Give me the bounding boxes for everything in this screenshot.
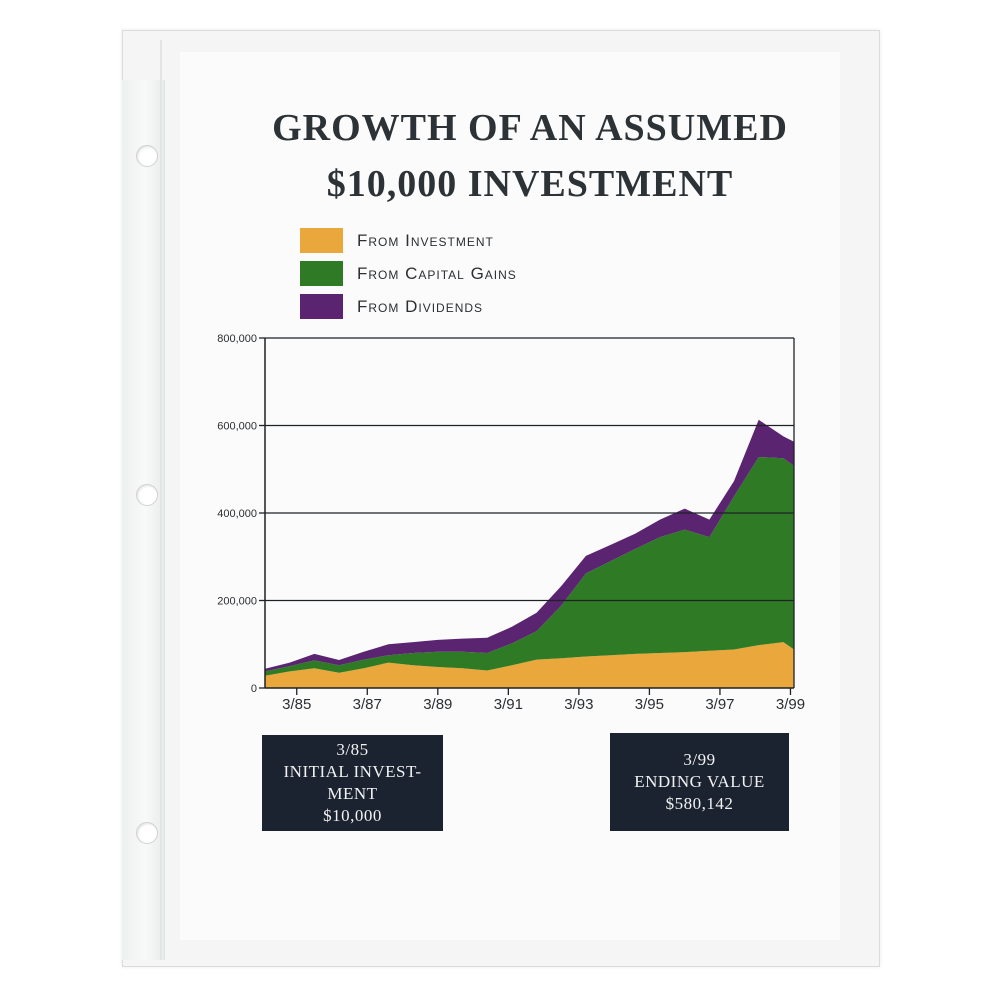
initial-investment-label-1: INITIAL INVEST-	[283, 762, 422, 781]
y-tick-label-3: 600,000	[217, 421, 257, 433]
legend-swatch-capital-gains	[300, 261, 343, 286]
legend-label-dividends: From Dividends	[357, 296, 484, 316]
x-tick-label-5: 3/95	[635, 696, 664, 713]
y-tick-label-4: 800,000	[217, 333, 257, 345]
y-tick-label-0: 0	[251, 683, 257, 695]
legend-item-dividends: From Dividends	[300, 290, 517, 323]
binding-strip	[122, 80, 165, 960]
binding-crease	[160, 40, 162, 960]
area-capital-gains	[265, 457, 794, 676]
ending-value-date: 3/99	[683, 750, 716, 769]
area-investment	[265, 642, 794, 688]
chart-title-line2: $10,000 INVESTMENT	[326, 163, 734, 205]
initial-investment-box: 3/85 INITIAL INVEST- MENT $10,000	[262, 735, 443, 831]
punch-hole-bottom	[136, 822, 158, 844]
x-tick-label-7: 3/99	[776, 696, 805, 713]
chart-title: GROWTH OF AN ASSUMED $10,000 INVESTMENT	[160, 100, 900, 212]
x-tick-label-0: 3/85	[282, 696, 311, 713]
legend-item-capital-gains: From Capital Gains	[300, 257, 517, 290]
punch-hole-middle	[136, 484, 158, 506]
initial-investment-value: $10,000	[323, 806, 382, 825]
punch-hole-top	[136, 145, 158, 167]
x-tick-label-2: 3/89	[423, 696, 452, 713]
y-tick-label-1: 200,000	[217, 596, 257, 608]
legend-label-investment: From Investment	[357, 230, 494, 250]
legend-swatch-dividends	[300, 294, 343, 319]
x-tick-label-1: 3/87	[353, 696, 382, 713]
legend-label-capital-gains: From Capital Gains	[357, 263, 517, 283]
x-tick-label-4: 3/93	[564, 696, 593, 713]
ending-value-amount: $580,142	[665, 794, 734, 813]
area-dividends	[265, 419, 794, 672]
initial-investment-date: 3/85	[336, 740, 369, 759]
ending-value-box: 3/99 ENDING VALUE $580,142	[610, 733, 789, 831]
y-tick-label-2: 400,000	[217, 508, 257, 520]
chart-legend: From Investment From Capital Gains From …	[300, 224, 517, 323]
legend-swatch-investment	[300, 228, 343, 253]
x-tick-label-6: 3/97	[705, 696, 734, 713]
legend-item-investment: From Investment	[300, 224, 517, 257]
chart-title-line1: GROWTH OF AN ASSUMED	[272, 107, 788, 149]
ending-value-label: ENDING VALUE	[634, 772, 765, 791]
x-tick-label-3: 3/91	[494, 696, 523, 713]
initial-investment-label-2: MENT	[327, 784, 378, 803]
